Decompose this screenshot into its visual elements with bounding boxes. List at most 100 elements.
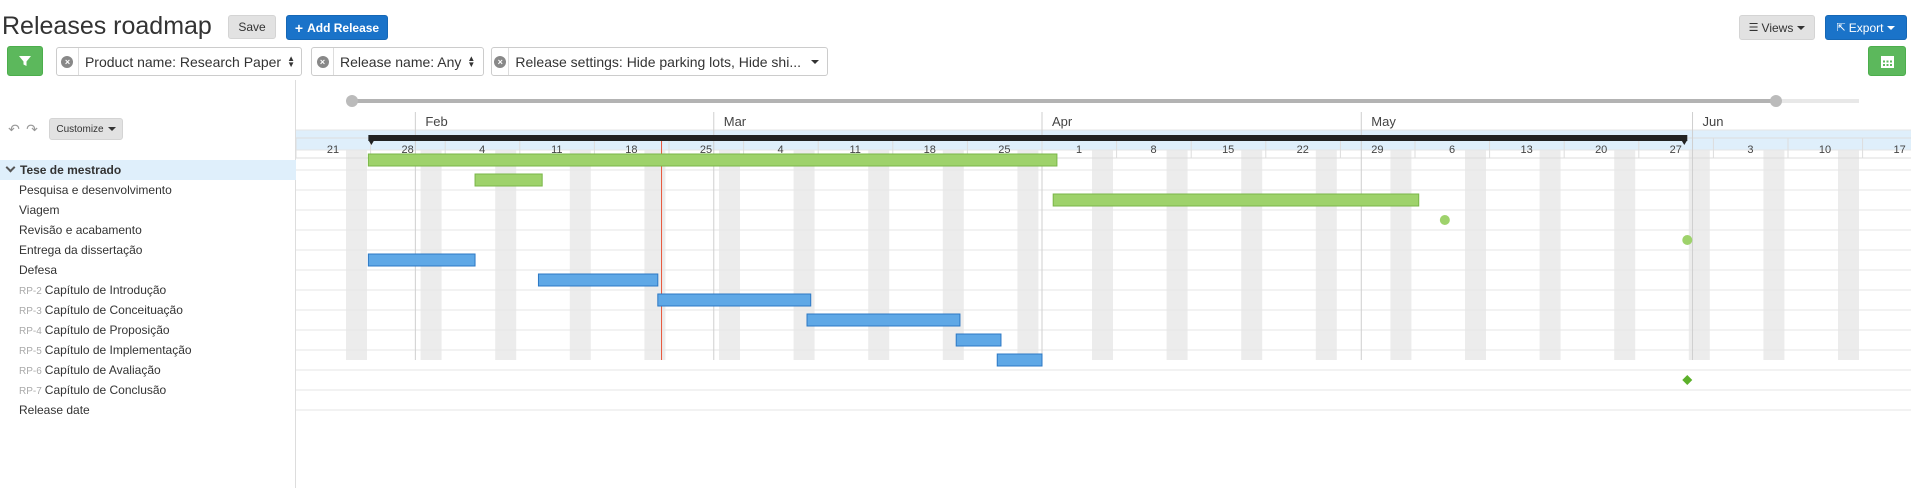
week-label: 10 <box>1819 144 1831 156</box>
group-summary-bar[interactable] <box>368 135 1688 141</box>
customize-button[interactable]: Customize <box>49 118 123 140</box>
list-item[interactable]: Entrega da dissertação <box>0 240 296 260</box>
week-label: 27 <box>1670 144 1682 156</box>
filter-product-name[interactable]: × Product name: Research Paper ▲ ▼ <box>56 47 302 76</box>
row-label: Entrega da dissertação <box>19 243 143 257</box>
list-item[interactable]: Revisão e acabamento <box>0 220 296 240</box>
feature-bar[interactable] <box>367 253 476 267</box>
list-icon: ☰ <box>1748 22 1759 34</box>
week-label: 25 <box>998 144 1010 156</box>
row-key: RP-7 <box>19 386 42 397</box>
page-title: Releases roadmap <box>2 12 212 40</box>
customize-label: Customize <box>56 123 104 135</box>
month-label: Apr <box>1052 114 1073 129</box>
list-item[interactable]: RP-2 Capítulo de Introdução <box>0 280 296 300</box>
week-label: 4 <box>479 144 485 156</box>
caret-down-icon <box>811 59 819 64</box>
remove-filter-icon[interactable]: × <box>312 48 334 75</box>
list-item[interactable]: RP-6 Capítulo de Avaliação <box>0 360 296 380</box>
list-item[interactable]: RP-4 Capítulo de Proposição <box>0 320 296 340</box>
row-label: Capítulo de Conclusão <box>44 383 167 397</box>
feature-bar[interactable] <box>955 333 1002 347</box>
milestone-marker[interactable] <box>1682 235 1693 245</box>
export-label: Export <box>1848 20 1884 35</box>
list-item[interactable]: Release date <box>0 400 296 420</box>
export-icon: ⇱ <box>1836 22 1846 34</box>
feature-bar[interactable] <box>996 353 1043 367</box>
filter-release-settings[interactable]: × Release settings: Hide parking lots, H… <box>491 47 828 76</box>
export-button[interactable]: ⇱ Export <box>1825 15 1907 40</box>
list-item[interactable]: RP-5 Capítulo de Implementação <box>0 340 296 360</box>
week-label: 29 <box>1371 144 1383 156</box>
week-label: 28 <box>401 144 413 156</box>
week-label: 22 <box>1297 144 1309 156</box>
feature-bar[interactable] <box>537 273 659 287</box>
month-label: Mar <box>724 114 747 129</box>
release-bar[interactable] <box>1052 193 1420 207</box>
row-label: Pesquisa e desenvolvimento <box>19 183 172 197</box>
row-label: Release date <box>19 403 90 417</box>
undo-icon[interactable]: ↶ <box>8 120 20 137</box>
week-label: 8 <box>1151 144 1157 156</box>
list-item[interactable]: RP-3 Capítulo de Conceituação <box>0 300 296 320</box>
release-date-marker[interactable] <box>1682 375 1693 385</box>
list-item[interactable]: Viagem <box>0 200 296 220</box>
week-label: 6 <box>1449 144 1455 156</box>
row-key: RP-4 <box>19 326 42 337</box>
group-bar-end-marker <box>1681 140 1688 145</box>
row-key: RP-6 <box>19 366 42 377</box>
select-arrows-icon: ▲ ▼ <box>287 53 295 69</box>
week-label: 18 <box>625 144 637 156</box>
chevron-down-icon[interactable] <box>5 162 16 173</box>
row-key: RP-5 <box>19 346 42 357</box>
week-label: 3 <box>1747 144 1753 156</box>
remove-filter-icon[interactable]: × <box>492 48 510 75</box>
week-label: 21 <box>327 144 339 156</box>
plus-icon: + <box>294 19 304 36</box>
row-label: Capítulo de Avaliação <box>44 363 161 377</box>
week-label: 15 <box>1222 144 1234 156</box>
week-label: 1 <box>1076 144 1082 156</box>
week-label: 25 <box>700 144 712 156</box>
slider-handle-end[interactable] <box>1770 95 1782 107</box>
milestone-marker[interactable] <box>1439 215 1450 225</box>
views-button[interactable]: ☰ Views <box>1739 15 1815 40</box>
group-row[interactable]: Tese de mestrado <box>0 160 296 180</box>
row-key: RP-2 <box>19 286 42 297</box>
filter-button[interactable] <box>7 46 43 76</box>
row-label: Revisão e acabamento <box>19 223 142 237</box>
week-label: 11 <box>849 144 860 156</box>
filter-label: Release name: Any <box>340 53 462 70</box>
list-item[interactable]: Pesquisa e desenvolvimento <box>0 180 296 200</box>
redo-icon[interactable]: ↷ <box>26 120 38 137</box>
group-bar-start-marker <box>368 140 375 145</box>
caret-down-icon <box>107 127 116 131</box>
remove-filter-icon[interactable]: × <box>57 48 79 75</box>
filter-label: Release settings: Hide parking lots, Hid… <box>515 53 801 70</box>
caret-down-icon <box>1887 25 1896 30</box>
feature-bar[interactable] <box>657 293 812 307</box>
week-label: 4 <box>778 144 784 156</box>
row-label: Tese de mestrado <box>20 163 122 177</box>
filter-release-name[interactable]: × Release name: Any ▲ ▼ <box>311 47 484 76</box>
add-release-label: Add Release <box>307 20 380 35</box>
month-label: Feb <box>425 114 447 129</box>
calendar-icon <box>1880 55 1894 68</box>
week-label: 11 <box>551 144 562 156</box>
list-item[interactable]: Defesa <box>0 260 296 280</box>
row-label: Capítulo de Conceituação <box>44 303 183 317</box>
slider-handle-start[interactable] <box>346 95 358 107</box>
add-release-button[interactable]: + Add Release <box>286 15 388 40</box>
calendar-button[interactable] <box>1868 46 1906 76</box>
filter-icon <box>19 56 31 66</box>
save-button[interactable]: Save <box>228 15 276 39</box>
row-label: Viagem <box>19 203 60 217</box>
release-bar[interactable] <box>474 173 543 187</box>
filter-label: Product name: Research Paper <box>84 53 282 70</box>
list-item[interactable]: RP-7 Capítulo de Conclusão <box>0 380 296 400</box>
feature-bar[interactable] <box>806 313 961 327</box>
month-label: Jun <box>1703 114 1724 129</box>
left-panel: ↶ ↷ Customize Tese de mestrado Pesquisa e… <box>0 80 296 488</box>
release-bar[interactable] <box>367 153 1058 167</box>
